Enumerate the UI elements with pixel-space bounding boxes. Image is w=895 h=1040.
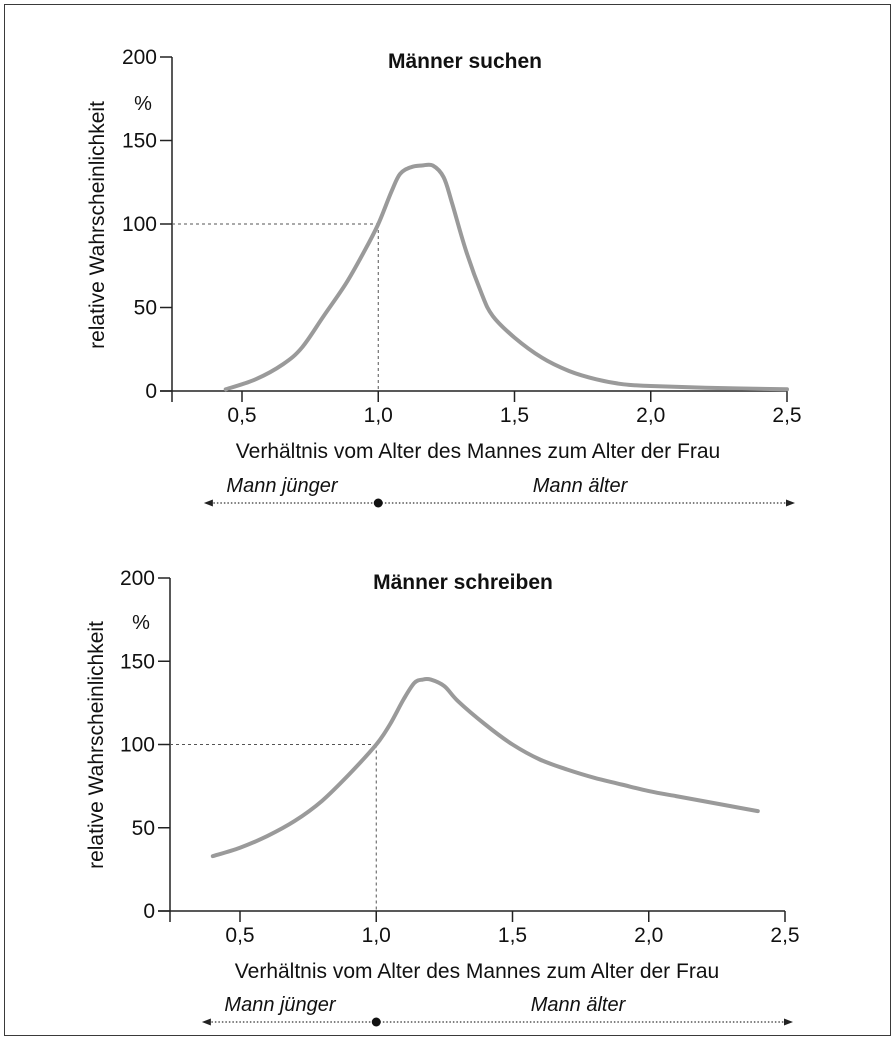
chart-2-marks: 0 50 100 150 200 0,5 1,0 1,5 2,0 2,5 bbox=[120, 567, 800, 1027]
chart-1-title: Männer suchen bbox=[388, 50, 542, 73]
chart-1-marker-dot bbox=[373, 498, 383, 508]
chart-2-x-tick-label: 0,5 bbox=[225, 924, 254, 947]
chart-1-x-tick-label: 0,5 bbox=[227, 404, 256, 427]
chart-2-x-axis-label: Verhältnis vom Alter des Mannes zum Alte… bbox=[235, 960, 719, 983]
chart-2-y-tick-label: 0 bbox=[143, 900, 155, 923]
figure-frame bbox=[4, 4, 891, 1036]
chart-1-y-tick-label: 150 bbox=[122, 130, 157, 153]
chart-2-x-tick-label: 1,5 bbox=[498, 924, 527, 947]
chart-1-x-tick-label: 1,0 bbox=[364, 404, 393, 427]
chart-2-marker-dot bbox=[371, 1017, 381, 1027]
chart-2-y-tick-label: 150 bbox=[120, 650, 155, 673]
chart-1-arrow-right-icon bbox=[786, 499, 795, 507]
chart-1-y-tick-label: 0 bbox=[145, 380, 157, 403]
chart-2-y-tick-label: 200 bbox=[120, 567, 155, 590]
chart-2-title: Männer schreiben bbox=[373, 571, 553, 594]
chart-1-marks: 0 50 100 150 200 0,5 1,0 1,5 2,0 2,5 bbox=[122, 46, 802, 508]
chart-2-x-tick-label: 2,5 bbox=[770, 924, 799, 947]
chart-1-x-tick-label: 1,5 bbox=[500, 404, 529, 427]
chart-1-note-left: Mann jünger bbox=[226, 475, 339, 497]
chart-2-note-left: Mann jünger bbox=[224, 994, 337, 1016]
chart-2: Männer schreiben % relative Wahrscheinli… bbox=[85, 567, 800, 1027]
chart-1-series-line bbox=[223, 162, 789, 392]
chart-1-y-unit: % bbox=[134, 93, 152, 115]
chart-1-note-right: Mann älter bbox=[533, 475, 629, 497]
chart-2-y-axis-label: relative Wahrscheinlichkeit bbox=[85, 621, 108, 869]
chart-1-y-tick-label: 200 bbox=[122, 46, 157, 69]
chart-2-arrow-left-icon bbox=[201, 1018, 211, 1026]
chart-1-x-tick-label: 2,5 bbox=[772, 404, 801, 427]
chart-2-arrow-right-icon bbox=[784, 1018, 793, 1026]
chart-1-y-tick-label: 50 bbox=[134, 297, 157, 320]
chart-1-y-tick-label: 100 bbox=[122, 213, 157, 236]
chart-1-x-axis-label: Verhältnis vom Alter des Mannes zum Alte… bbox=[236, 440, 720, 463]
chart-2-note-right: Mann älter bbox=[531, 994, 627, 1016]
chart-1: Männer suchen % relative Wahrscheinlichk… bbox=[86, 46, 802, 508]
chart-2-y-unit: % bbox=[132, 612, 150, 634]
chart-2-y-tick-label: 100 bbox=[120, 734, 155, 757]
chart-1-arrow-left-icon bbox=[203, 499, 213, 507]
chart-1-x-tick-label: 2,0 bbox=[636, 404, 665, 427]
chart-2-y-tick-label: 50 bbox=[132, 817, 155, 840]
chart-1-y-axis-label: relative Wahrscheinlichkeit bbox=[86, 101, 109, 349]
chart-2-x-tick-label: 2,0 bbox=[634, 924, 663, 947]
chart-2-x-tick-label: 1,0 bbox=[362, 924, 391, 947]
chart-2-series-line bbox=[210, 676, 760, 859]
